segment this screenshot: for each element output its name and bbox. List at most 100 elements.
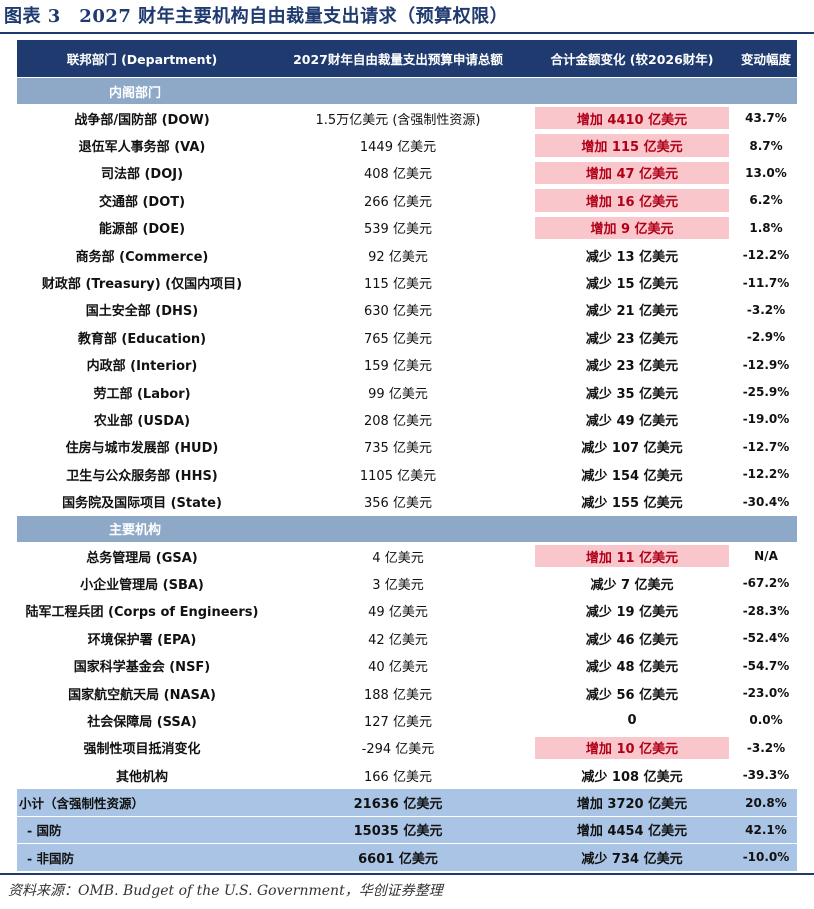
pct-cell: -19.0% (742, 412, 790, 427)
total-rows: 小计（含强制性资源） 21636 亿美元 增加 3720 亿美元 20.8% - 国防 1… (17, 789, 797, 872)
table-header: 联邦部门 (Department) 2027财年自由裁量支出预算申请总额 合计金… (17, 40, 797, 78)
change-cell: 减少 23 亿美元 (585, 359, 679, 375)
department-cell: 国土安全部 (DHS) (85, 304, 199, 320)
pct-cell: -39.3% (742, 768, 790, 783)
change-cell: 0 (627, 712, 637, 728)
amount-cell: 49 亿美元 (368, 605, 428, 621)
table-row: 司法部 (DOJ) 408 亿美元 增加 47 亿美元 13.0% (17, 160, 797, 188)
department-cell: 陆军工程兵团 (Corps of Engineers) (25, 605, 259, 621)
department-cell: 国家航空航天局 (NASA) (68, 687, 216, 703)
department-cell: 能源部 (DOE) (98, 222, 186, 238)
budget-table: 联邦部门 (Department) 2027财年自由裁量支出预算申请总额 合计金… (17, 40, 797, 872)
amount-cell: 127 亿美元 (364, 714, 432, 730)
table-row: 战争部/国防部 (DOW) 1.5万亿美元 (含强制性资源) 增加 4410 亿美元… (17, 105, 797, 133)
table-row: 住房与城市发展部 (HUD) 735 亿美元 减少 107 亿美元 -12.7% (17, 434, 797, 462)
amount-cell: 1449 亿美元 (359, 140, 437, 156)
change-cell: 增加 9 亿美元 (535, 216, 729, 239)
total-row: 小计（含强制性资源） 21636 亿美元 增加 3720 亿美元 20.8% (17, 789, 797, 817)
pct-cell: 0.0% (749, 713, 783, 728)
pct-cell: 6.2% (749, 193, 783, 208)
table-row: 陆军工程兵团 (Corps of Engineers) 49 亿美元 减少 19 亿… (17, 598, 797, 626)
change-cell: 增加 4454 亿美元 (576, 824, 688, 840)
change-cell: 增加 16 亿美元 (535, 189, 729, 212)
change-cell: 减少 734 亿美元 (581, 851, 683, 867)
department-cell: 内政部 (Interior) (86, 359, 198, 375)
amount-cell: 99 亿美元 (368, 386, 428, 402)
department-cell: 其他机构 (115, 769, 168, 785)
change-cell: 增加 115 亿美元 (535, 134, 729, 157)
title-rule (0, 32, 814, 34)
pct-cell: -28.3% (742, 603, 790, 618)
amount-cell: 40 亿美元 (368, 660, 428, 676)
amount-cell: 188 亿美元 (364, 687, 432, 703)
change-cell: 增加 11 亿美元 (535, 544, 729, 568)
change-cell: 减少 19 亿美元 (585, 605, 679, 621)
amount-cell: 3 亿美元 (372, 577, 424, 593)
section-cabinet: 内阁部门 (17, 78, 797, 105)
chart-title: 图表 3 2027 财年主要机构自由裁量支出请求（预算权限） (4, 6, 509, 27)
header-department: 联邦部门 (Department) (66, 52, 218, 67)
table-row: 国土安全部 (DHS) 630 亿美元 减少 21 亿美元 -3.2% (17, 297, 797, 325)
department-cell: 卫生与公众服务部 (HHS) (66, 468, 218, 484)
table-row: 商务部 (Commerce) 92 亿美元 减少 13 亿美元 -12.2% (17, 242, 797, 270)
amount-cell: 21636 亿美元 (353, 797, 443, 813)
header-amount: 2027财年自由裁量支出预算申请总额 (293, 52, 503, 67)
change-cell: 减少 154 亿美元 (581, 468, 683, 484)
section-agencies: 主要机构 (17, 515, 797, 543)
amount-cell: 735 亿美元 (364, 441, 432, 457)
amount-cell: 356 亿美元 (364, 496, 432, 512)
total-row: - 非国防 6601 亿美元 减少 734 亿美元 -10.0% (17, 844, 797, 872)
table-row: 内政部 (Interior) 159 亿美元 减少 23 亿美元 -12.9% (17, 352, 797, 379)
change-cell: 减少 7 亿美元 (590, 577, 674, 593)
amount-cell: 42 亿美元 (368, 632, 428, 648)
change-cell: 减少 15 亿美元 (585, 277, 679, 293)
department-cell: 住房与城市发展部 (HUD) (65, 441, 219, 457)
table-row: 劳工部 (Labor) 99 亿美元 减少 35 亿美元 -25.9% (17, 379, 797, 407)
department-cell: 国家科学基金会 (NSF) (73, 660, 211, 676)
pct-cell: -67.2% (742, 576, 790, 591)
change-cell: 增加 47 亿美元 (535, 161, 729, 185)
section-agencies-label: 主要机构 (109, 523, 162, 539)
total-row: - 国防 15035 亿美元 增加 4454 亿美元 42.1% (17, 816, 797, 845)
pct-cell: -2.9% (746, 330, 786, 345)
amount-cell: 1105 亿美元 (359, 468, 437, 484)
pct-cell: 8.7% (749, 138, 783, 153)
pct-cell: -23.0% (742, 686, 790, 700)
change-cell: 减少 108 亿美元 (581, 769, 683, 785)
pct-cell: 13.0% (745, 165, 787, 180)
cabinet-rows: 战争部/国防部 (DOW) 1.5万亿美元 (含强制性资源) 增加 4410 亿美元… (17, 105, 797, 516)
table-row: 小企业管理局 (SBA) 3 亿美元 减少 7 亿美元 -67.2% (17, 570, 797, 598)
change-cell: 减少 13 亿美元 (585, 249, 679, 265)
department-cell: 社会保障局 (SSA) (87, 714, 197, 730)
amount-cell: 266 亿美元 (364, 194, 432, 210)
header-pct: 变动幅度 (740, 52, 791, 67)
department-cell: 教育部 (Education) (77, 331, 207, 347)
pct-cell: 1.8% (749, 220, 783, 235)
department-cell: - 国防 (27, 823, 62, 839)
department-cell: 环境保护署 (EPA) (87, 632, 197, 648)
change-cell: 减少 107 亿美元 (581, 441, 683, 457)
change-cell: 减少 46 亿美元 (585, 632, 679, 648)
table-row: 总务管理局 (GSA) 4 亿美元 增加 11 亿美元 N/A (17, 543, 797, 571)
change-cell: 减少 49 亿美元 (585, 413, 679, 429)
pct-cell: 20.8% (745, 795, 787, 810)
table-row: 交通部 (DOT) 266 亿美元 增加 16 亿美元 6.2% (17, 187, 797, 215)
department-cell: 小企业管理局 (SBA) (80, 577, 204, 593)
department-cell: 农业部 (USDA) (93, 413, 191, 429)
table-row: 农业部 (USDA) 208 亿美元 减少 49 亿美元 -19.0% (17, 406, 797, 434)
table-row: 环境保护署 (EPA) 42 亿美元 减少 46 亿美元 -52.4% (17, 625, 797, 653)
pct-cell: N/A (754, 549, 778, 564)
pct-cell: -52.4% (742, 631, 790, 646)
change-cell: 增加 4410 亿美元 (535, 107, 729, 130)
change-cell: 减少 21 亿美元 (585, 304, 679, 320)
department-cell: 总务管理局 (GSA) (86, 550, 198, 566)
table-row: 国家航空航天局 (NASA) 188 亿美元 减少 56 亿美元 -23.0% (17, 680, 797, 708)
department-cell: 国务院及国际项目 (State) (62, 496, 222, 512)
amount-cell: 765 亿美元 (364, 331, 432, 347)
source-rule (0, 873, 814, 875)
amount-cell: 208 亿美元 (364, 413, 432, 429)
header-change: 合计金额变化 (较2026财年) (550, 52, 714, 67)
table-row: 卫生与公众服务部 (HHS) 1105 亿美元 减少 154 亿美元 -12.2% (17, 461, 797, 489)
amount-cell: 6601 亿美元 (358, 851, 438, 867)
department-cell: 司法部 (DOJ) (100, 167, 184, 183)
